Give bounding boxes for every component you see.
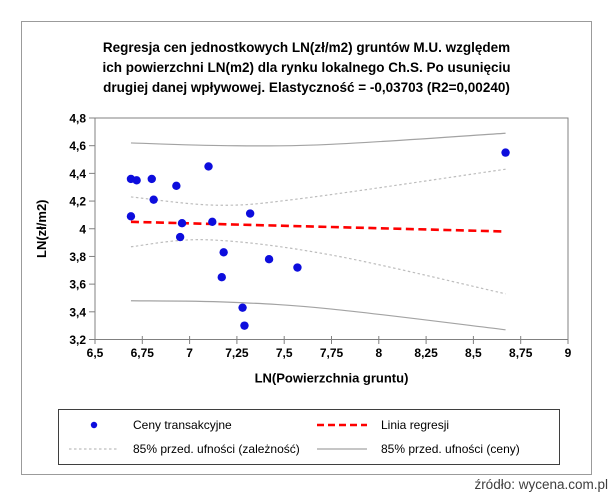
- data-point: [240, 321, 249, 330]
- chart-title-line-1: Regresja cen jednostkowych LN(zł/m2) gru…: [102, 40, 511, 55]
- x-tick-label: 7: [186, 346, 193, 360]
- legend-item-confidence-dependence: 85% przed. ufności (zależność): [69, 437, 300, 461]
- x-tick-label: 7,75: [320, 346, 344, 360]
- data-point: [149, 195, 158, 204]
- data-point: [264, 255, 274, 264]
- solid-band-line-icon: [317, 447, 367, 451]
- regression-line-icon: [317, 422, 367, 428]
- confidence-band-inner-lower: [130, 239, 506, 295]
- data-point: [177, 219, 187, 228]
- data-point: [172, 181, 181, 191]
- scatter-point-icon: [69, 420, 119, 430]
- chart-title-line-3: drugiej danej wpływowej. Elastyczność = …: [103, 80, 510, 95]
- y-tick-label: 3,4: [69, 305, 86, 319]
- x-axis-title: LN(Powierzchnia gruntu): [255, 371, 409, 386]
- x-tick-label: 6,5: [87, 346, 104, 360]
- x-tick-label: 9: [565, 346, 572, 360]
- legend-item-confidence-prices: 85% przed. ufności (ceny): [317, 437, 520, 461]
- y-tick-label: 3,6: [69, 278, 86, 292]
- y-tick-label: 4,4: [69, 167, 86, 181]
- confidence-band-outer-lower: [130, 300, 506, 331]
- y-tick-label: 4,8: [69, 112, 86, 126]
- x-axis: 6,5 6,75 7 7,25 7,5 7,75 8 8,25 8,5 8,75 9: [87, 336, 572, 360]
- x-tick-label: 6,75: [131, 346, 155, 360]
- source-note: źródło: wycena.com.pl: [474, 477, 608, 492]
- plot-frame: [94, 117, 569, 340]
- data-point: [147, 174, 156, 184]
- data-point: [175, 232, 185, 242]
- plot-area: 6,5 6,75 7 7,25 7,5 7,75 8 8,25 8,5 8,75 93,23,43,…: [34, 112, 572, 386]
- chart-frame: Regresja cen jednostkowych LN(zł/m2) gru…: [21, 21, 592, 475]
- data-point: [293, 263, 302, 272]
- x-tick-label: 8,25: [414, 346, 438, 360]
- x-tick-label: 8,5: [465, 346, 482, 360]
- data-point: [208, 217, 217, 227]
- chart-title: Regresja cen jednostkowych LN(zł/m2) gru…: [22, 38, 591, 98]
- x-tick-label: 7,25: [225, 346, 249, 360]
- data-point: [204, 162, 213, 171]
- y-axis: 3,2 3,4 3,6 3,8 4 4,2 4,4 4,6 4,8: [69, 112, 95, 347]
- legend-label: 85% przed. ufności (ceny): [381, 442, 520, 456]
- data-point: [238, 303, 247, 312]
- legend-label: 85% przed. ufności (zależność): [133, 442, 300, 456]
- legend-item-prices: Ceny transakcyjne: [69, 413, 232, 437]
- y-tick-label: 4,2: [69, 195, 86, 209]
- data-point: [126, 212, 136, 221]
- x-tick-label: 8,75: [509, 346, 533, 360]
- data-point: [501, 148, 510, 157]
- regression-line: [130, 220, 506, 233]
- y-tick-label: 3,2: [69, 333, 86, 347]
- data-point: [132, 176, 141, 185]
- x-tick-label: 8: [375, 346, 382, 360]
- chart-title-line-2: ich powierzchni LN(m2) dla rynku lokalne…: [102, 60, 511, 75]
- y-tick-label: 3,8: [69, 250, 86, 264]
- legend-label: Linia regresji: [381, 418, 450, 432]
- y-axis-title: LN(zł/m2): [34, 200, 49, 259]
- x-tick-label: 7,5: [276, 346, 293, 360]
- dotted-band-line-icon: [69, 447, 119, 451]
- legend-item-regression: Linia regresji: [317, 413, 449, 437]
- legend: Ceny transakcyjne Linia regresji 85% prz…: [58, 409, 560, 465]
- legend-label: Ceny transakcyjne: [133, 418, 232, 432]
- confidence-band-inner-upper: [130, 168, 506, 206]
- y-tick-label: 4: [79, 222, 86, 236]
- y-tick-label: 4,6: [69, 139, 86, 153]
- data-point: [217, 273, 226, 282]
- data-point: [245, 209, 255, 218]
- data-point: [219, 248, 228, 257]
- scatter-points: [126, 148, 510, 330]
- confidence-band-outer-upper: [130, 132, 506, 147]
